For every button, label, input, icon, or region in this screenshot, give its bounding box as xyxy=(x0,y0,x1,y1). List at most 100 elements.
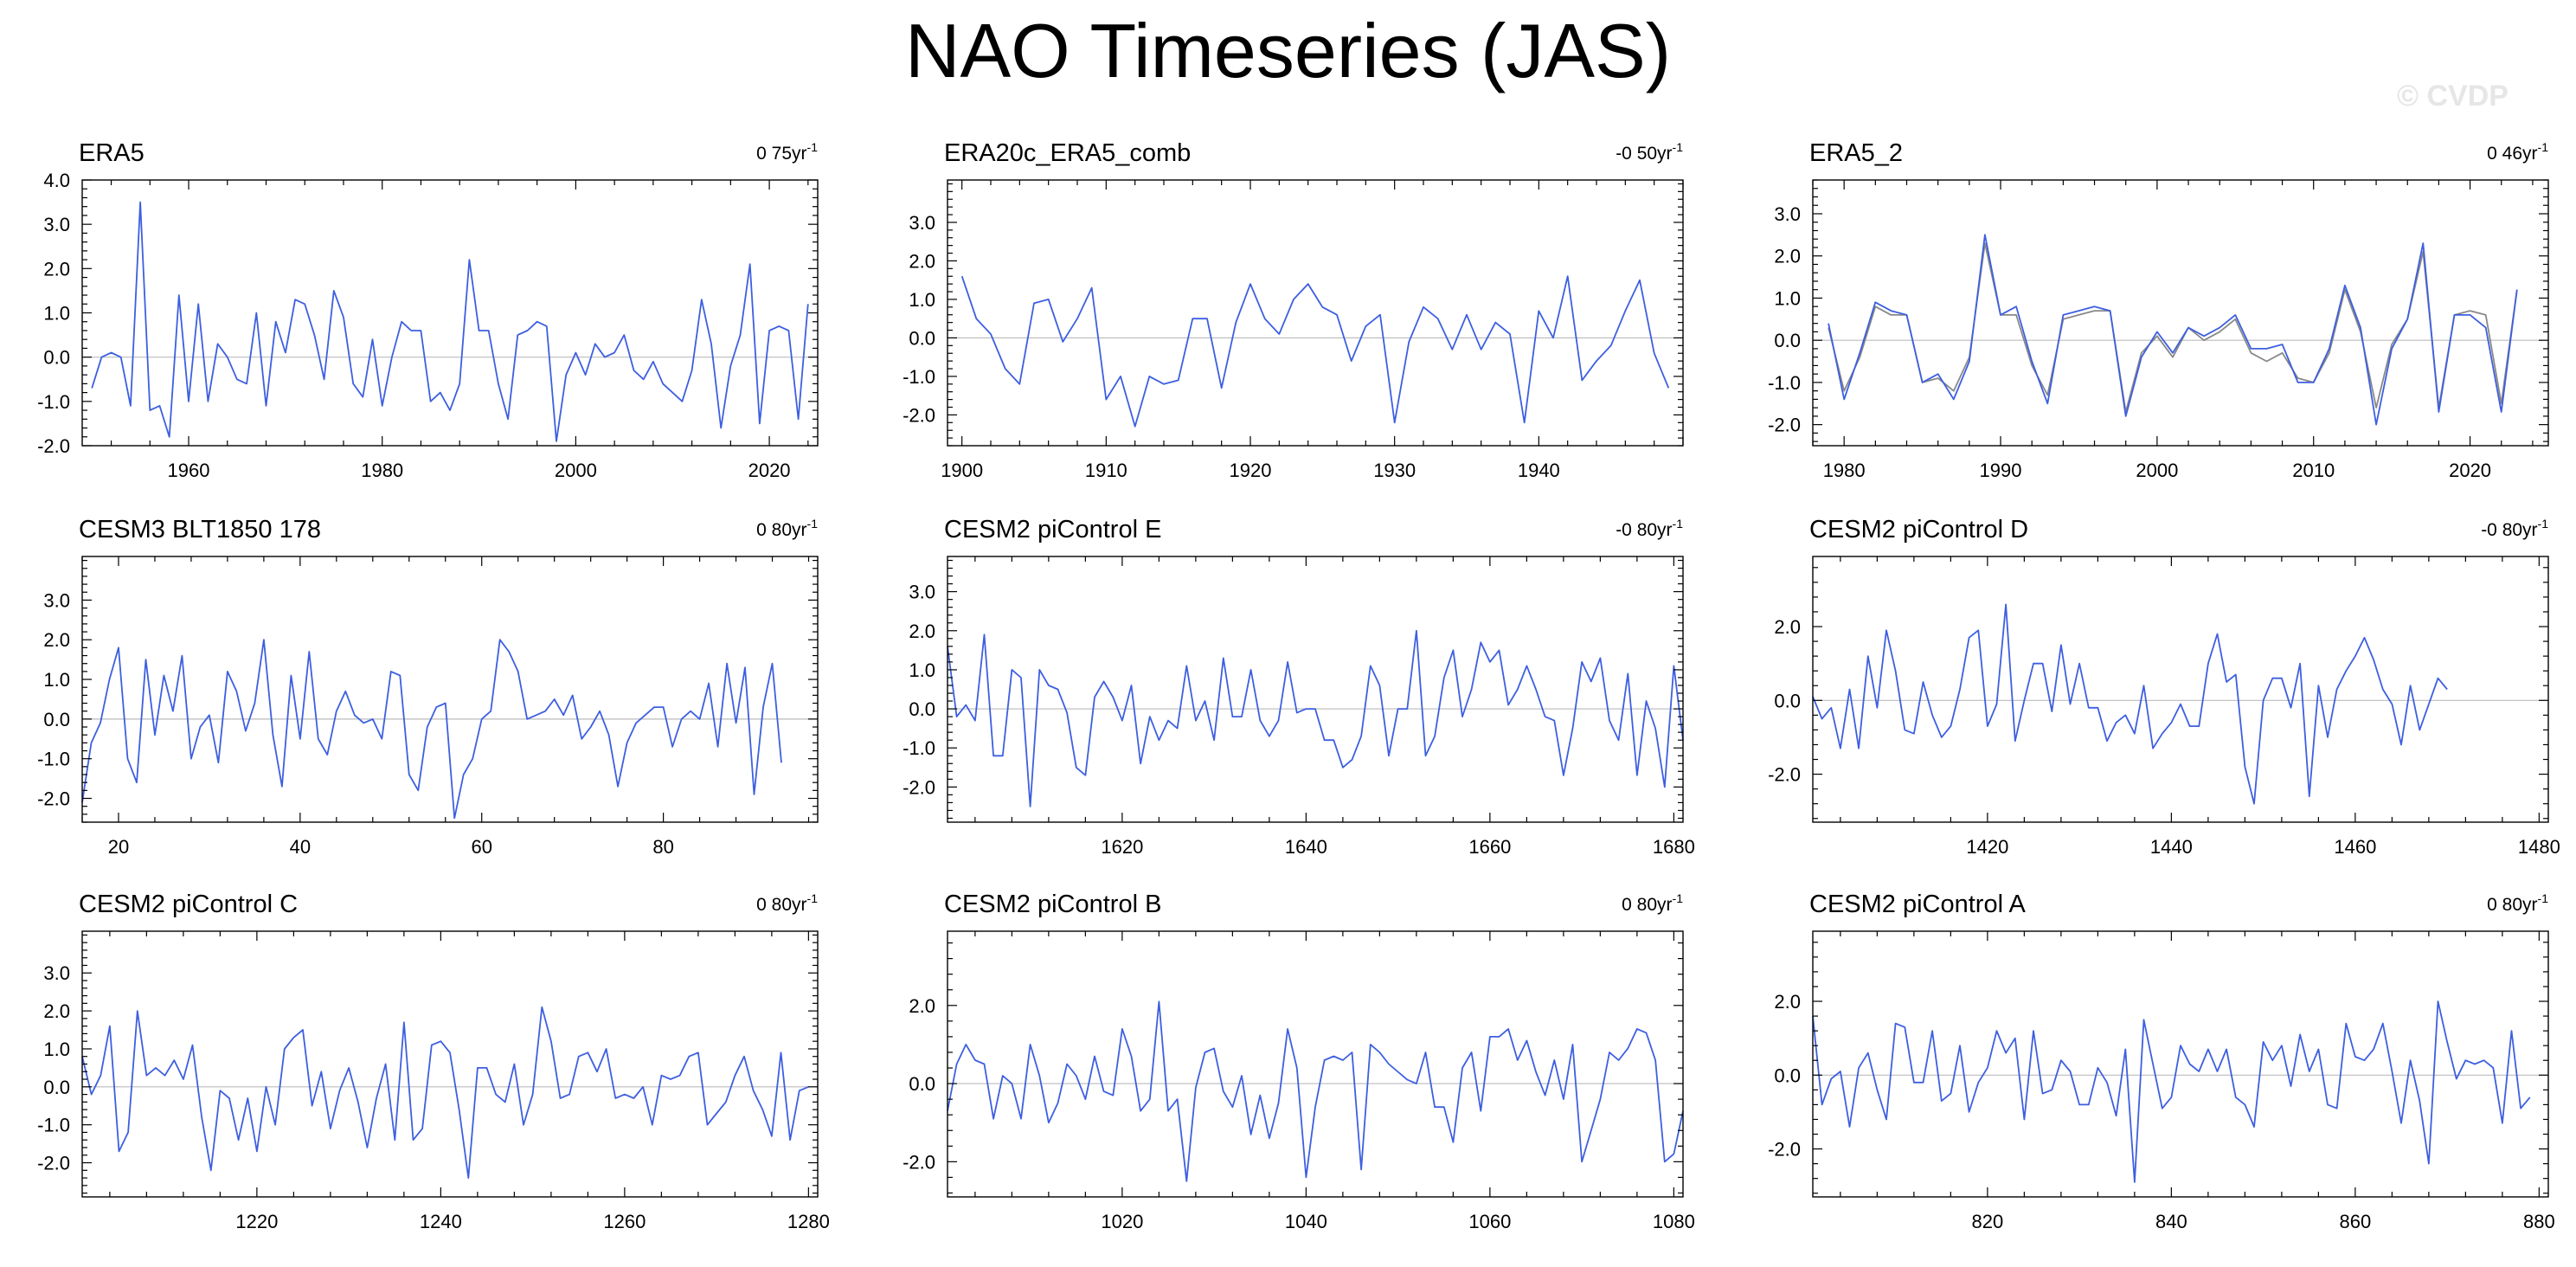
y-tick-label: -1.0 xyxy=(37,1115,70,1136)
panel-title: CESM2 piControl E xyxy=(944,516,1161,543)
y-tick-label: 3.0 xyxy=(43,589,70,611)
plot-frame xyxy=(1812,556,2549,823)
y-tick-label: -2.0 xyxy=(1768,764,1801,786)
x-tick-label: 1940 xyxy=(1518,460,1560,481)
y-tick-label: -2.0 xyxy=(903,404,935,426)
panel-title: CESM2 piControl B xyxy=(944,891,1161,918)
y-tick-label: 2.0 xyxy=(909,250,935,272)
y-tick-label: 3.0 xyxy=(43,962,70,984)
y-tick-label: 1.0 xyxy=(909,659,935,681)
y-tick-label: 2.0 xyxy=(1774,246,1801,267)
panel-4: -2.0 -1.0 0.0 1.0 2.0 3.0 20 40 60 80 CESM3 BLT185… xyxy=(37,516,819,858)
y-tick-label: 2.0 xyxy=(43,1000,70,1022)
y-tick-label: 1.0 xyxy=(1774,287,1801,309)
y-tick-label: 2.0 xyxy=(1774,616,1801,638)
series-line-1 xyxy=(1812,603,2448,805)
series-line-2 xyxy=(1828,234,2518,426)
cvdp-watermark: © CVDP xyxy=(2397,80,2509,113)
plot-frame xyxy=(1812,930,2549,1198)
x-tick-label: 1640 xyxy=(1285,836,1327,858)
x-tick-label: 1620 xyxy=(1101,836,1143,858)
plot-frame xyxy=(947,556,1684,823)
x-tick-label: 1460 xyxy=(2334,836,2376,858)
y-tick-label: 4.0 xyxy=(43,170,70,191)
plot-frame xyxy=(1812,179,2549,447)
x-tick-label: 1930 xyxy=(1373,460,1416,481)
trend-exponent: -1 xyxy=(1673,891,1684,905)
x-tick-label: 1680 xyxy=(1653,836,1695,858)
y-tick-label: -1.0 xyxy=(903,366,935,388)
x-tick-label: 40 xyxy=(290,836,311,858)
series-line-1 xyxy=(947,1000,1684,1182)
y-tick-label: 3.0 xyxy=(43,214,70,235)
series-line-1 xyxy=(947,629,1684,807)
x-tick-label: 2020 xyxy=(2449,460,2491,481)
y-tick-label: 2.0 xyxy=(909,995,935,1017)
series-line-1 xyxy=(91,201,809,442)
x-tick-label: 840 xyxy=(2155,1211,2187,1232)
trend-label: -0 50yr-1 xyxy=(1616,140,1683,164)
page-title: NAO Timeseries (JAS) xyxy=(904,8,1672,93)
x-tick-label: 1660 xyxy=(1468,836,1511,858)
panel-title: ERA20c_ERA5_comb xyxy=(944,139,1191,167)
y-tick-label: 0.0 xyxy=(43,347,70,369)
x-tick-label: 880 xyxy=(2523,1211,2555,1232)
y-tick-label: -1.0 xyxy=(37,749,70,770)
plot-frame xyxy=(947,179,1684,447)
panel-1: -2.0 -1.0 0.0 1.0 2.0 3.0 4.0 1960 1980 2000 2020 E… xyxy=(37,139,819,481)
y-tick-label: 3.0 xyxy=(909,582,935,603)
x-tick-label: 1480 xyxy=(2518,836,2560,858)
x-tick-label: 1920 xyxy=(1230,460,1272,481)
panel-title: CESM3 BLT1850 178 xyxy=(79,516,321,543)
x-tick-label: 860 xyxy=(2340,1211,2372,1232)
trend-exponent: -1 xyxy=(2538,891,2549,905)
panel-9: -2.0 0.0 2.0 820 840 860 880 CESM2 piControl A 0… xyxy=(1768,891,2555,1232)
trend-label: -0 80yr-1 xyxy=(2481,517,2548,540)
trend-exponent: -1 xyxy=(2538,140,2549,154)
x-tick-label: 2000 xyxy=(2136,460,2178,481)
x-tick-label: 1900 xyxy=(941,460,983,481)
y-tick-label: -2.0 xyxy=(903,776,935,798)
x-tick-label: 2000 xyxy=(555,460,597,481)
x-tick-label: 2020 xyxy=(748,460,791,481)
plot-frame xyxy=(81,556,819,823)
panel-title: CESM2 piControl C xyxy=(79,891,298,918)
panel-2: -2.0 -1.0 0.0 1.0 2.0 3.0 1900 1910 1920 1930 1940… xyxy=(903,139,1684,481)
plot-frame xyxy=(81,179,819,447)
y-tick-label: -1.0 xyxy=(903,737,935,759)
y-tick-label: -2.0 xyxy=(1768,415,1801,436)
y-tick-label: 1.0 xyxy=(909,289,935,311)
x-tick-label: 1440 xyxy=(2150,836,2193,858)
panel-title: CESM2 piControl A xyxy=(1809,891,2026,918)
x-tick-label: 1240 xyxy=(420,1211,462,1232)
x-tick-label: 820 xyxy=(1972,1211,2004,1232)
y-tick-label: 2.0 xyxy=(43,629,70,651)
y-tick-label: 2.0 xyxy=(43,258,70,280)
y-tick-label: -2.0 xyxy=(37,1153,70,1174)
trend-label: 0 80yr-1 xyxy=(756,517,818,540)
y-tick-label: 1.0 xyxy=(43,669,70,691)
x-tick-label: 1980 xyxy=(361,460,403,481)
x-tick-label: 1080 xyxy=(1653,1211,1695,1232)
series-line-1 xyxy=(81,1006,809,1179)
y-tick-label: 0.0 xyxy=(1774,690,1801,711)
x-tick-label: 1260 xyxy=(603,1211,646,1232)
y-tick-label: 1.0 xyxy=(43,303,70,325)
trend-exponent: -1 xyxy=(807,140,819,154)
y-tick-label: -2.0 xyxy=(37,435,70,457)
panel-title: ERA5_2 xyxy=(1809,139,1903,167)
series-line-1 xyxy=(1828,242,2518,413)
x-tick-label: 1990 xyxy=(1980,460,2022,481)
trend-exponent: -1 xyxy=(1673,517,1684,531)
panel-8: -2.0 0.0 2.0 1020 1040 1060 1080 CESM2 piContro… xyxy=(903,891,1695,1232)
trend-label: 0 80yr-1 xyxy=(2487,891,2548,915)
x-tick-label: 1980 xyxy=(1823,460,1866,481)
panel-3: -2.0 -1.0 0.0 1.0 2.0 3.0 1980 1990 2000 2010 2020… xyxy=(1768,139,2549,481)
y-tick-label: -2.0 xyxy=(1768,1139,1801,1161)
x-tick-label: 1060 xyxy=(1468,1211,1511,1232)
y-tick-label: 2.0 xyxy=(1774,991,1801,1013)
y-tick-label: 0.0 xyxy=(909,1073,935,1095)
x-tick-label: 1420 xyxy=(1966,836,2008,858)
panel-7: -2.0 -1.0 0.0 1.0 2.0 3.0 1220 1240 1260 1280 CESM… xyxy=(37,891,830,1232)
